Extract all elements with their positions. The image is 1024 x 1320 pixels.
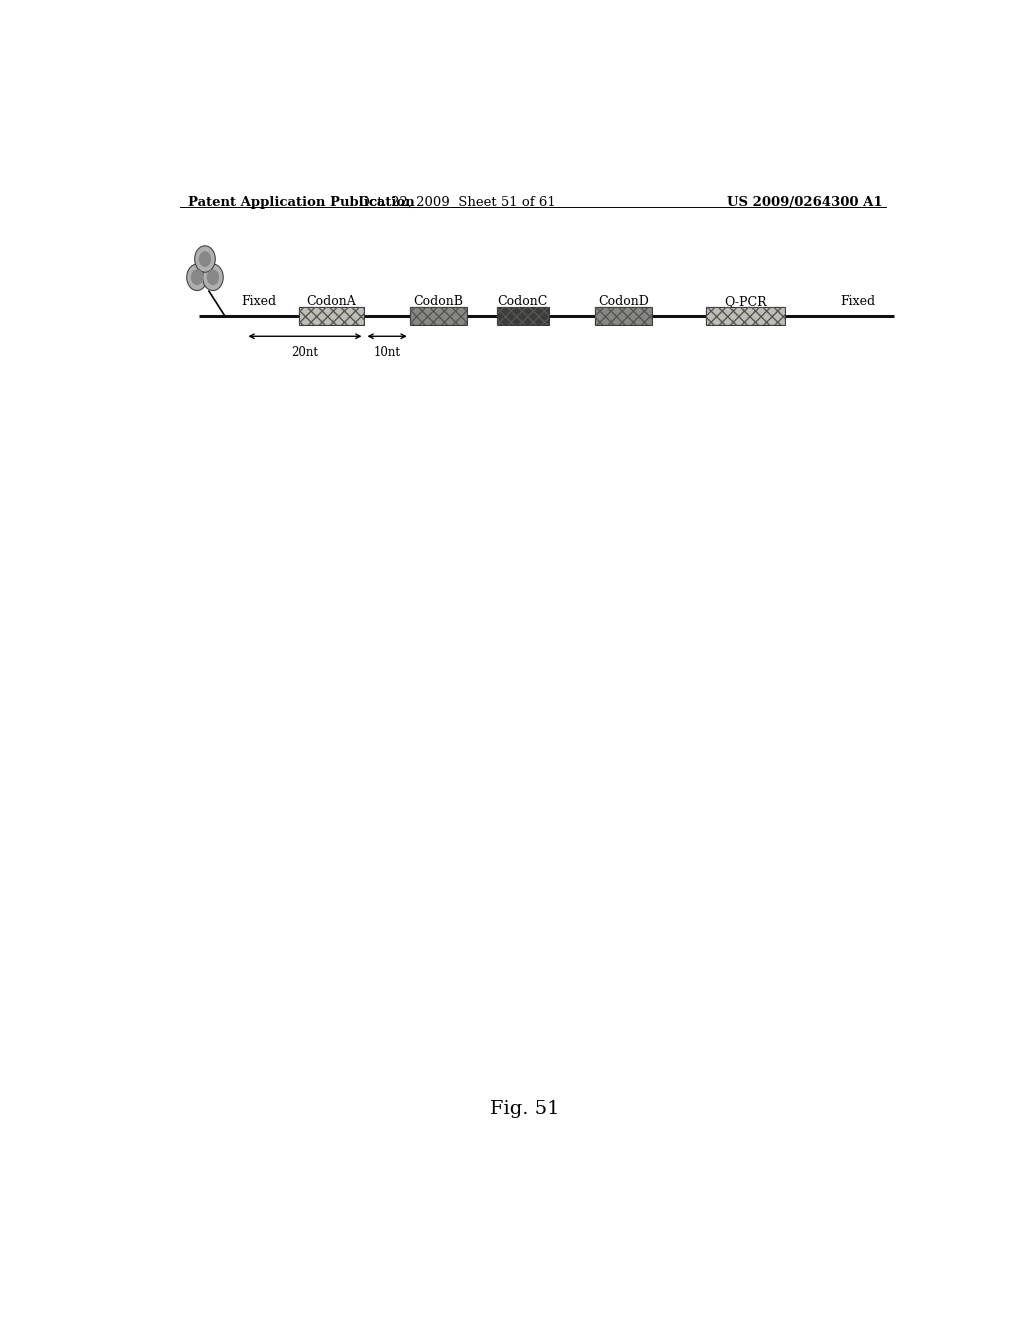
Text: CodonA: CodonA bbox=[306, 294, 356, 308]
Circle shape bbox=[186, 264, 207, 290]
Text: Fixed: Fixed bbox=[242, 294, 276, 308]
Text: Q-PCR: Q-PCR bbox=[724, 294, 767, 308]
Bar bbox=[595, 306, 651, 325]
Text: Fig. 51: Fig. 51 bbox=[490, 1100, 559, 1118]
Text: Oct. 22, 2009  Sheet 51 of 61: Oct. 22, 2009 Sheet 51 of 61 bbox=[359, 195, 556, 209]
Circle shape bbox=[199, 251, 211, 267]
Text: Fixed: Fixed bbox=[841, 294, 876, 308]
Circle shape bbox=[207, 269, 219, 285]
Bar bbox=[410, 306, 467, 325]
Bar bbox=[299, 306, 365, 325]
Circle shape bbox=[203, 264, 223, 290]
Bar bbox=[410, 306, 467, 325]
Bar bbox=[706, 306, 785, 325]
Text: Patent Application Publication: Patent Application Publication bbox=[187, 195, 415, 209]
Bar bbox=[299, 306, 365, 325]
Text: US 2009/0264300 A1: US 2009/0264300 A1 bbox=[727, 195, 883, 209]
Circle shape bbox=[190, 269, 203, 285]
Bar bbox=[497, 306, 549, 325]
Text: 10nt: 10nt bbox=[374, 346, 400, 359]
Text: CodonC: CodonC bbox=[498, 294, 548, 308]
Text: CodonD: CodonD bbox=[598, 294, 648, 308]
Text: 20nt: 20nt bbox=[292, 346, 318, 359]
Bar bbox=[497, 306, 549, 325]
Text: CodonB: CodonB bbox=[414, 294, 463, 308]
Circle shape bbox=[195, 246, 215, 272]
Bar bbox=[595, 306, 651, 325]
Bar bbox=[706, 306, 785, 325]
